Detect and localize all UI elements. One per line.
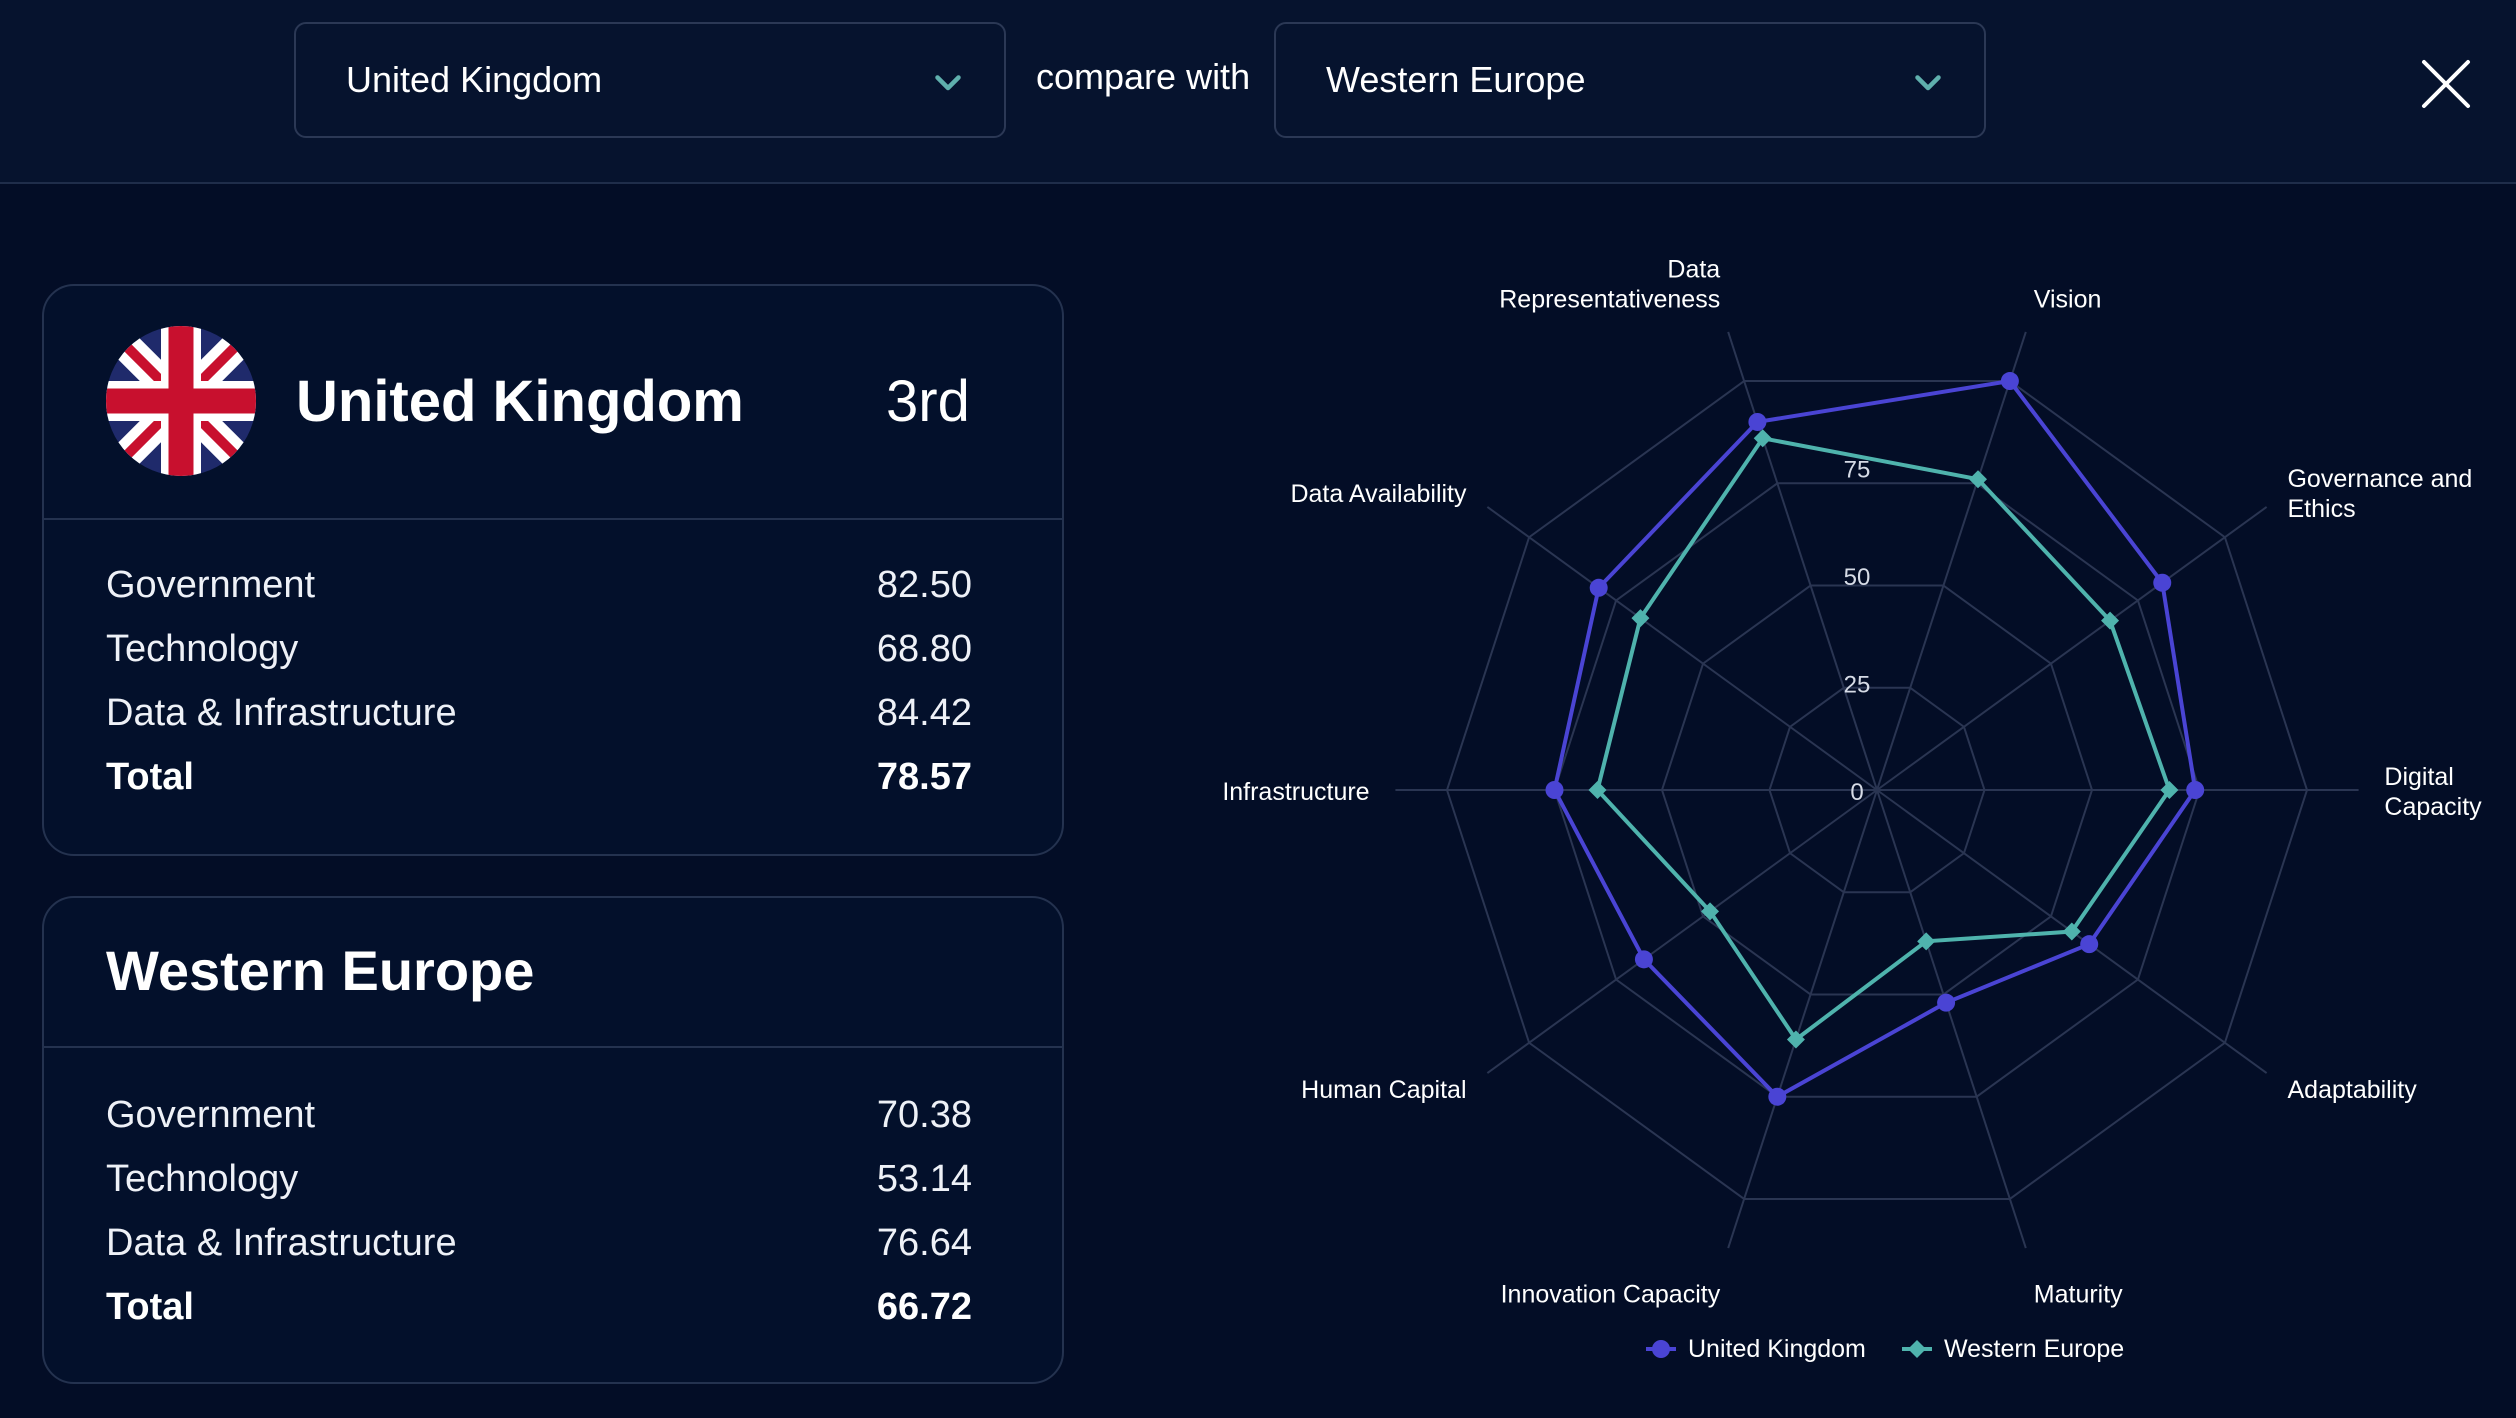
card-header: United Kingdom 3rd <box>44 286 1062 520</box>
series-point[interactable] <box>2153 573 2172 592</box>
radial-tick-label: 0 <box>1850 779 1863 806</box>
grid-spoke <box>1727 789 1878 1249</box>
series-point[interactable] <box>1545 781 1564 799</box>
card-title: Western Europe <box>106 939 535 1002</box>
grid-spoke <box>1876 506 2268 791</box>
total-label: Total <box>106 1286 194 1328</box>
radial-tick-label: 25 <box>1844 672 1871 699</box>
score-label: Data & Infrastructure <box>106 692 457 734</box>
compare-select-value: Western Europe <box>1326 59 1586 100</box>
total-row: Total 78.57 <box>106 756 972 820</box>
score-row: Data & Infrastructure 76.64 <box>106 1222 972 1286</box>
score-label: Data & Infrastructure <box>106 1222 457 1264</box>
grid-spoke <box>1486 506 1878 791</box>
score-label: Government <box>106 564 316 606</box>
score-value: 82.50 <box>876 564 972 606</box>
total-label: Total <box>106 756 194 798</box>
series-point[interactable] <box>1634 950 1653 969</box>
card-header: Western Europe <box>44 898 1062 1048</box>
axis-category-label: Maturity <box>2034 1281 2123 1309</box>
series-point[interactable] <box>1753 429 1772 448</box>
series-line <box>1552 378 2198 1100</box>
legend-label[interactable]: United Kingdom <box>1688 1335 1866 1363</box>
series-point[interactable] <box>1786 1030 1805 1049</box>
score-value: 76.64 <box>876 1222 972 1264</box>
series-point[interactable] <box>1937 993 1956 1012</box>
country-score-card: United Kingdom 3rd Government 82.50 Tech… <box>42 284 1064 856</box>
country-select[interactable]: United Kingdom <box>294 22 1006 138</box>
compare-select[interactable]: Western Europe <box>1274 22 1986 138</box>
score-row: Government 82.50 <box>106 564 972 628</box>
chevron-down-icon <box>935 75 961 91</box>
axis-category-label: Human Capital <box>1301 1076 1466 1104</box>
radar-grid: 0 25 50 75 <box>1395 331 2359 1249</box>
axis-category-label: Digital Capacity <box>2384 763 2482 821</box>
series-point[interactable] <box>2080 935 2099 954</box>
axis-category-label: Vision <box>2034 285 2102 313</box>
axis-category-label: Innovation Capacity <box>1501 1281 1721 1309</box>
series-point[interactable] <box>1768 1087 1787 1106</box>
grid-spoke <box>1486 789 1878 1074</box>
series-point[interactable] <box>1631 609 1650 628</box>
compare-with-label: compare with <box>1036 56 1251 97</box>
radar-axis-labels: Vision Governance and Ethics Digital Capacit… <box>1222 260 2482 1309</box>
country-select-value: United Kingdom <box>346 59 603 100</box>
total-value: 66.72 <box>876 1286 972 1328</box>
score-row: Technology 68.80 <box>106 628 972 692</box>
rank-badge: 3rd <box>886 369 970 434</box>
score-row: Technology 53.14 <box>106 1158 972 1222</box>
axis-category-label: Governance and Ethics <box>2287 465 2472 523</box>
score-list: Government 82.50 Technology 68.80 Data &… <box>44 520 1062 854</box>
legend-label[interactable]: Western Europe <box>1944 1335 2124 1363</box>
axis-category-label: Adaptability <box>2287 1076 2417 1104</box>
grid-spoke <box>1727 331 1878 791</box>
axis-category-label: Data Availability <box>1290 480 1467 508</box>
series-point[interactable] <box>1917 932 1936 951</box>
axis-category-label: Infrastructure <box>1222 778 1369 806</box>
series-point[interactable] <box>1968 470 1987 489</box>
chart-legend: United Kingdom Western Europe <box>1646 1335 2124 1363</box>
series-point[interactable] <box>2000 372 2019 391</box>
grid-spoke <box>1876 789 2027 1249</box>
series-point[interactable] <box>2101 611 2120 630</box>
series-point[interactable] <box>1748 412 1767 431</box>
radar-series <box>1545 372 2205 1106</box>
score-label: Government <box>106 1094 316 1136</box>
score-label: Technology <box>106 628 299 670</box>
close-icon[interactable] <box>2420 58 2472 110</box>
grid-spoke <box>1876 331 2027 791</box>
region-score-card: Western Europe Government 70.38 Technolo… <box>42 896 1064 1384</box>
score-value: 70.38 <box>876 1094 972 1136</box>
score-label: Technology <box>106 1158 299 1200</box>
radar-chart: 0 25 50 75 Vision Governance and Ethics Digita… <box>1222 260 2482 1363</box>
series-point[interactable] <box>1589 578 1608 597</box>
score-list: Government 70.38 Technology 53.14 Data &… <box>44 1048 1062 1382</box>
legend-marker <box>1652 1340 1670 1358</box>
card-title: United Kingdom <box>296 369 744 434</box>
score-value: 84.42 <box>876 692 972 734</box>
series-point[interactable] <box>1701 902 1720 921</box>
radial-tick-label: 50 <box>1844 564 1871 591</box>
chevron-down-icon <box>1915 75 1941 91</box>
score-row: Data & Infrastructure 84.42 <box>106 692 972 756</box>
uk-flag-icon <box>106 326 256 476</box>
series-point[interactable] <box>2186 781 2205 799</box>
radial-tick-label: 75 <box>1844 457 1871 484</box>
series-point[interactable] <box>2062 922 2081 941</box>
score-value: 68.80 <box>876 628 972 670</box>
compare-toolbar: United Kingdom compare with Western Euro… <box>0 0 2516 184</box>
legend-marker <box>1908 1340 1926 1358</box>
series-point[interactable] <box>2160 781 2179 799</box>
axis-category-label: Data Representativeness <box>1499 260 1720 313</box>
score-value: 53.14 <box>876 1158 972 1200</box>
total-row: Total 66.72 <box>106 1286 972 1350</box>
score-row: Government 70.38 <box>106 1094 972 1158</box>
series-point[interactable] <box>1588 781 1607 799</box>
total-value: 78.57 <box>876 756 972 798</box>
